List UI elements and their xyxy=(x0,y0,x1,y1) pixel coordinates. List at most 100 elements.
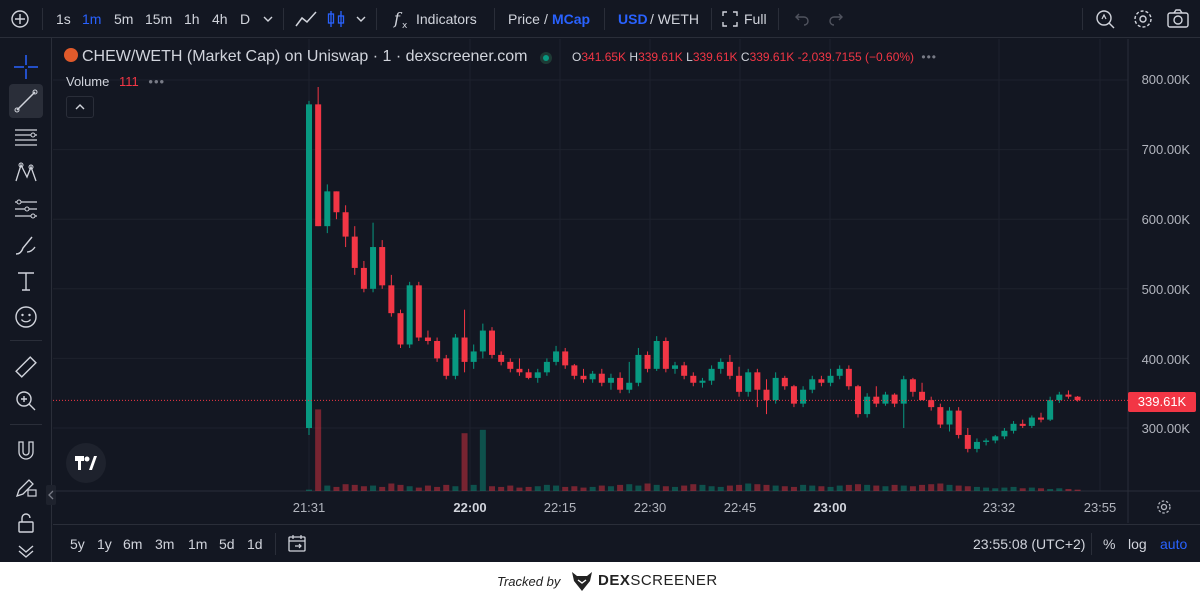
text-tool-icon[interactable] xyxy=(9,264,43,298)
interval-1h[interactable]: 1h xyxy=(184,11,200,27)
interval-4h[interactable]: 4h xyxy=(212,11,228,27)
log-scale-toggle[interactable]: log xyxy=(1128,536,1147,552)
candle-body xyxy=(635,354,642,383)
range-6m[interactable]: 6m xyxy=(123,536,143,552)
collapse-toolbar-button[interactable] xyxy=(46,485,56,505)
lock-icon[interactable] xyxy=(9,506,43,540)
interval-1s[interactable]: 1s xyxy=(56,11,71,27)
volume-bar xyxy=(827,486,834,491)
volume-bar xyxy=(498,486,505,491)
candles-chart-icon[interactable] xyxy=(326,0,346,38)
zoom-in-icon[interactable] xyxy=(9,384,43,418)
price-toggle[interactable]: Price xyxy=(508,11,540,27)
candle-body xyxy=(360,267,367,289)
range-1d[interactable]: 1d xyxy=(247,536,263,552)
range-5d[interactable]: 5d xyxy=(219,536,235,552)
more-dots-icon[interactable]: ••• xyxy=(921,50,937,64)
chevron-down-icon[interactable] xyxy=(262,0,274,38)
trend-line-icon[interactable] xyxy=(9,84,43,118)
ruler-icon[interactable] xyxy=(9,350,43,384)
chevron-down-icon[interactable] xyxy=(9,538,43,562)
candle-body xyxy=(1001,430,1008,437)
add-symbol-icon[interactable] xyxy=(10,0,30,38)
toolbar-divider xyxy=(10,340,42,341)
candle-body xyxy=(443,358,450,376)
volume-bar xyxy=(717,486,724,491)
toolbar-divider xyxy=(494,8,495,30)
symbol-title: CHEW/WETH (Market Cap) on Uniswap · 1 · … xyxy=(82,48,528,65)
axis-settings-icon[interactable] xyxy=(1156,499,1172,520)
candle-body xyxy=(827,375,834,383)
price-chart[interactable] xyxy=(53,39,1200,523)
volume-legend[interactable]: Volume 111 ••• xyxy=(66,74,165,89)
percent-scale-toggle[interactable]: % xyxy=(1103,536,1116,552)
chevron-down-icon[interactable] xyxy=(355,0,367,38)
line-chart-icon[interactable] xyxy=(294,0,318,38)
candle-body xyxy=(900,379,907,404)
camera-icon[interactable] xyxy=(1166,0,1190,38)
brand-dex: DEX xyxy=(598,572,631,589)
volume-bar xyxy=(763,484,770,491)
interval-5m[interactable]: 5m xyxy=(114,11,134,27)
tradingview-logo[interactable] xyxy=(66,443,106,483)
candle-body xyxy=(873,396,880,404)
candle-body xyxy=(818,379,825,383)
range-1y[interactable]: 1y xyxy=(97,536,112,552)
mcap-toggle[interactable]: MCap xyxy=(552,11,591,27)
pattern-icon[interactable] xyxy=(9,156,43,190)
full-button[interactable]: Full xyxy=(744,11,767,27)
date-range-icon[interactable] xyxy=(287,525,307,563)
volume-bar xyxy=(397,484,404,491)
undo-icon[interactable] xyxy=(792,0,810,38)
volume-bar xyxy=(772,485,779,491)
toolbar-divider xyxy=(778,8,779,30)
brush-icon[interactable] xyxy=(9,228,43,262)
more-dots-icon[interactable]: ••• xyxy=(148,74,166,89)
time-tick: 22:15 xyxy=(543,500,577,515)
fullscreen-icon[interactable] xyxy=(722,0,738,38)
collapse-legend-button[interactable] xyxy=(66,96,94,118)
gear-icon[interactable] xyxy=(1132,0,1154,38)
volume-bar xyxy=(882,486,889,491)
magnet-icon[interactable] xyxy=(9,434,43,468)
candle-body xyxy=(553,351,560,362)
weth-toggle[interactable]: / WETH xyxy=(650,11,699,27)
quick-search-icon[interactable] xyxy=(1094,0,1116,38)
volume-bar xyxy=(946,484,953,491)
crosshair-icon[interactable] xyxy=(9,50,43,84)
candle-body xyxy=(708,368,715,381)
candle-body xyxy=(1028,417,1035,426)
pencil-lock-icon[interactable] xyxy=(9,470,43,504)
dexscreener-brand[interactable]: DEXSCREENER xyxy=(598,572,718,589)
usd-toggle[interactable]: USD xyxy=(618,11,648,27)
high-value: 339.61K xyxy=(638,50,683,64)
range-1m[interactable]: 1m xyxy=(188,536,208,552)
range-3m[interactable]: 3m xyxy=(155,536,175,552)
clock-display[interactable]: 23:55:08 (UTC+2) xyxy=(973,536,1086,552)
fib-levels-icon[interactable] xyxy=(9,192,43,226)
toolbar-divider xyxy=(604,8,605,30)
emoji-icon[interactable] xyxy=(9,300,43,334)
volume-bar xyxy=(708,486,715,491)
volume-bar xyxy=(919,484,926,491)
auto-scale-toggle[interactable]: auto xyxy=(1160,536,1188,552)
range-5y[interactable]: 5y xyxy=(70,536,85,552)
candle-body xyxy=(845,368,852,387)
chart-legend-title[interactable]: CHEW/WETH (Market Cap) on Uniswap · 1 · … xyxy=(64,48,527,66)
horizontal-lines-icon[interactable] xyxy=(9,120,43,154)
price-mcap-separator: / xyxy=(544,11,548,27)
candle-body xyxy=(644,354,651,369)
indicators-button[interactable]: Indicators xyxy=(416,11,477,27)
interval-1m[interactable]: 1m xyxy=(82,11,102,27)
volume-bar xyxy=(516,487,523,491)
candle-body xyxy=(992,436,999,441)
volume-bar xyxy=(662,486,669,491)
interval-d[interactable]: D xyxy=(240,11,251,27)
redo-icon[interactable] xyxy=(828,0,846,38)
candle-body xyxy=(452,337,459,376)
volume-bar xyxy=(626,484,633,491)
volume-bar xyxy=(699,484,706,491)
interval-15m[interactable]: 15m xyxy=(145,11,173,27)
toolbar-divider xyxy=(283,8,284,30)
